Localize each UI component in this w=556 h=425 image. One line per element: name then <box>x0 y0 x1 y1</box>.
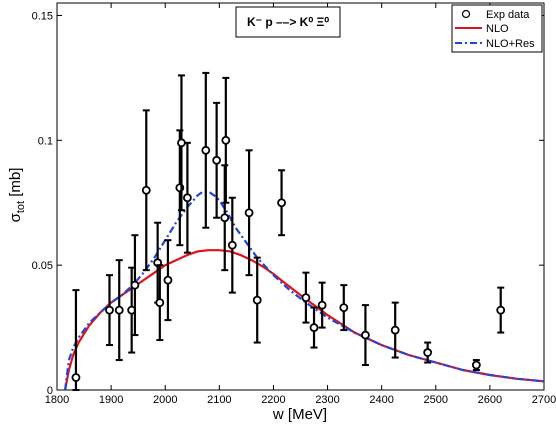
x-tick-label: 1900 <box>99 394 123 406</box>
x-tick-label: 2200 <box>261 394 285 406</box>
y-tick-label: 0.05 <box>32 260 53 272</box>
data-point <box>141 185 151 195</box>
data-point <box>212 155 222 165</box>
data-point <box>227 240 237 250</box>
data-point <box>220 213 230 223</box>
y-tick-label: 0.15 <box>32 10 53 22</box>
x-tick-label: 2000 <box>153 394 177 406</box>
y-tick-label: 0 <box>47 385 53 397</box>
data-point <box>177 138 186 148</box>
legend-label-nlo-res: NLO+Res <box>486 38 535 50</box>
plot-area <box>56 2 545 391</box>
data-point <box>71 373 81 382</box>
y-axis-label-subscript: tot <box>15 201 27 213</box>
data-point <box>309 323 319 332</box>
legend-label-nlo: NLO <box>486 23 509 35</box>
data-point <box>201 145 211 155</box>
y-axis-label-unit: [mb] <box>7 168 24 201</box>
x-tick-label: 2700 <box>532 394 556 406</box>
data-point <box>183 193 192 203</box>
x-tick-label: 2400 <box>369 394 393 406</box>
axis-ticks: 1800 1900 2000 2100 2200 2300 2400 2500 2600 2700… <box>32 3 556 406</box>
reaction-title: K⁻ p ––> K⁰ Ξ⁰ <box>247 15 329 29</box>
data-point <box>105 305 114 315</box>
y-tick-label: 0.1 <box>38 135 53 147</box>
y-axis-label-symbol: σ <box>7 212 24 222</box>
data-point <box>390 325 400 335</box>
data-point <box>114 305 124 315</box>
data-point <box>471 360 481 370</box>
x-tick-label: 2500 <box>424 394 448 406</box>
x-tick-label: 1800 <box>45 394 69 406</box>
data-point <box>221 135 231 145</box>
x-tick-label: 2300 <box>315 394 339 406</box>
legend: Exp data NLO NLO+Res <box>451 4 543 53</box>
data-point <box>155 298 165 308</box>
data-point <box>317 300 327 310</box>
data-point <box>130 280 140 290</box>
data-point <box>496 305 506 315</box>
data-point <box>339 303 349 313</box>
x-tick-label: 2100 <box>207 394 231 406</box>
data-point <box>163 275 173 285</box>
exp-data-points <box>71 71 506 391</box>
series-line-nlo-res <box>64 190 545 391</box>
reaction-title-box: K⁻ p ––> K⁰ Ξ⁰ <box>235 6 341 38</box>
data-point <box>244 208 254 218</box>
data-point <box>423 348 433 357</box>
data-point <box>252 295 262 305</box>
data-point <box>361 330 370 340</box>
x-axis-label: w [MeV] <box>272 406 327 423</box>
model-curves <box>64 190 545 391</box>
y-axis-label: σtot [mb] <box>7 168 27 223</box>
data-point <box>301 293 311 303</box>
x-tick-label: 2600 <box>478 394 502 406</box>
legend-label-exp-data: Exp data <box>486 9 530 21</box>
legend-marker-exp-data <box>461 9 471 19</box>
data-point <box>277 198 286 208</box>
